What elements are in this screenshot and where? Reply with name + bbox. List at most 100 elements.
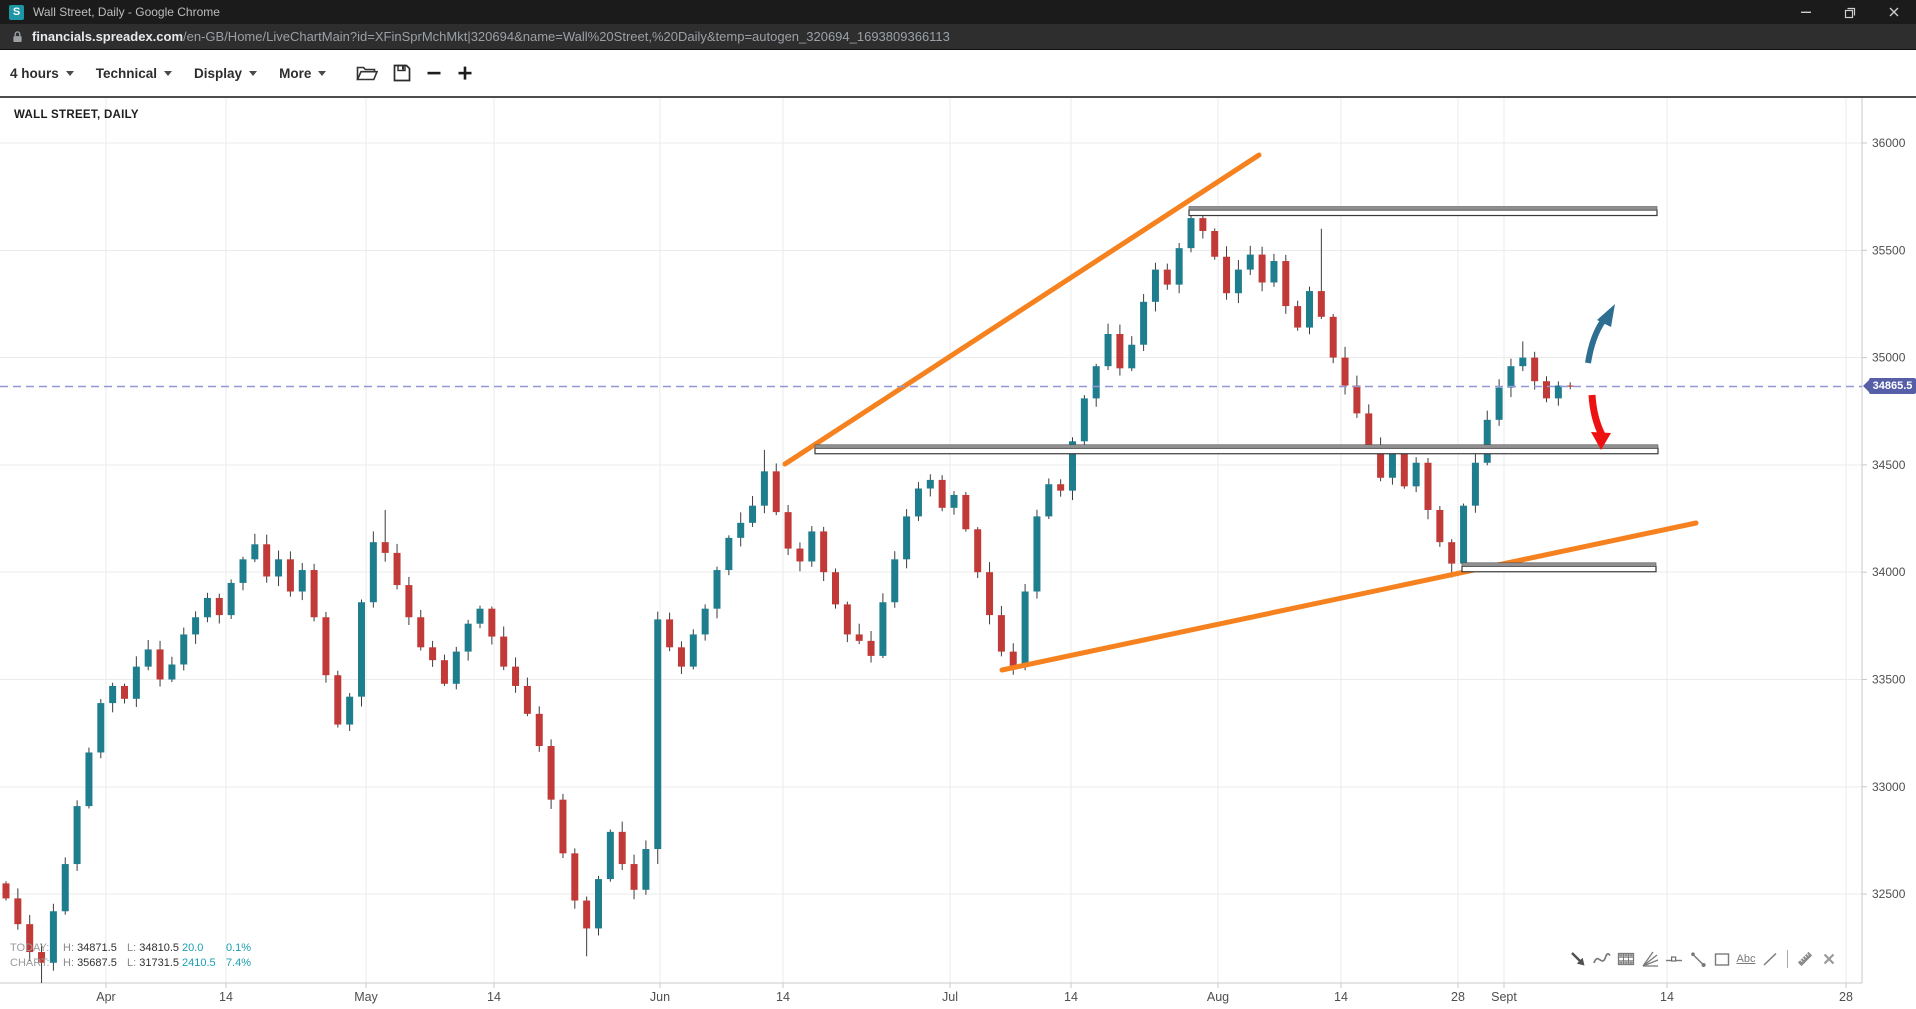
restore-button[interactable] [1828,0,1872,24]
candle-body [1234,269,1242,294]
candle-body [1187,218,1195,249]
down-arrow-icon [1588,394,1606,437]
minimize-button[interactable] [1784,0,1828,24]
url-bar[interactable]: financials.spreadex.com/en-GB/Home/LiveC… [0,24,1916,50]
zoom-in-button[interactable] [457,65,473,81]
svg-text:14: 14 [776,990,790,1004]
svg-text:14: 14 [1334,990,1348,1004]
candle-body [1329,316,1337,358]
horizontal-line-tool-button[interactable] [1664,947,1684,971]
drawing-toolbar: Abc [1568,947,1839,971]
candle-body [974,529,982,573]
chart-status-legend: TODAY: H: 34871.5 L: 34810.5 20.0 0.1% C… [10,941,251,971]
candle-body [298,570,306,592]
candle-body [464,623,472,652]
candle-body [405,585,413,618]
svg-text:35000: 35000 [1872,351,1906,365]
horizontal-line-icon [1666,956,1682,962]
candle-body [85,752,93,807]
trend-lines[interactable] [782,152,1699,673]
high-key: H: [63,957,74,969]
candle-body [606,831,614,880]
close-window-button[interactable] [1872,0,1916,24]
candle-body [547,746,555,800]
svg-text:28: 28 [1451,990,1465,1004]
trend-line-tool-button[interactable] [1688,947,1708,971]
candle-body [1057,484,1065,491]
candle-body [1092,366,1100,399]
candle-body [1045,484,1053,517]
candle-body [1270,261,1278,283]
url-path: /en-GB/Home/LiveChartMain?id=XFinSprMchM… [183,29,950,44]
cursor-tool-button[interactable] [1568,947,1588,971]
svg-text:14: 14 [1660,990,1674,1004]
candle-body [429,647,437,661]
candle-body [452,651,460,684]
candle-body [168,664,176,680]
candle-body [192,617,200,635]
candle-body [1353,385,1361,414]
text-tool-button[interactable]: Abc [1736,947,1756,971]
candle-body [488,608,496,637]
line-tool-button[interactable] [1760,947,1780,971]
candle-body [535,713,543,747]
candle-body [1471,462,1479,506]
rectangle-tool-button[interactable] [1712,947,1732,971]
candle-body [358,602,365,697]
grid-tool-button[interactable] [1616,947,1636,971]
svg-text:Apr: Apr [96,990,115,1004]
percent-value: 7.4% [226,957,252,969]
candle-body [654,619,662,850]
curve-tool-button[interactable] [1592,947,1612,971]
candle-body [1163,269,1171,285]
more-dropdown[interactable]: More [279,66,327,81]
zoom-out-button[interactable] [426,65,442,81]
candle-body [156,649,164,680]
candle-body [749,505,757,523]
candle-body [1246,254,1254,270]
svg-text:Jul: Jul [942,990,958,1004]
display-dropdown[interactable]: Display [194,66,258,81]
svg-text:33000: 33000 [1872,780,1906,794]
delete-drawing-button[interactable] [1819,947,1839,971]
candle-body [796,548,804,562]
fan-lines-tool-button[interactable] [1640,947,1660,971]
ruler-tool-button[interactable] [1795,947,1815,971]
candle-body [677,647,685,667]
up-arrow-icon [1585,319,1606,364]
candle-body [476,608,484,624]
ruler-icon [1797,951,1813,967]
svg-text:Jun: Jun [650,990,670,1004]
candle-body [1554,385,1562,399]
candle-body [1021,591,1029,667]
candle-body [334,675,342,725]
status-row-chart: CHART: H: 35687.5 L: 31731.5 2410.5 7.4% [10,956,251,971]
svg-text:May: May [354,990,378,1004]
open-chart-button[interactable] [356,64,379,82]
candle-body [523,685,531,714]
restore-icon [1844,7,1856,19]
low-value: 31731.5 [139,957,180,969]
candle-body [203,597,211,618]
candle-body [950,494,958,508]
svg-text:14: 14 [1064,990,1078,1004]
save-chart-button[interactable] [393,64,411,82]
candle-body [559,799,567,854]
timeframe-dropdown[interactable]: 4 hours [10,66,74,81]
window-controls [1784,0,1916,24]
site-favicon: S [9,4,24,20]
candle-body [381,542,389,553]
chart-top-border [0,96,1916,98]
candle-body [417,617,425,648]
range-value: 20.0 [182,942,204,954]
annotation-arrows[interactable] [1585,304,1615,450]
toolbar-divider [1787,950,1788,968]
cursor-arrow-icon [1571,952,1585,966]
candle-body [1341,357,1349,386]
candle-body [1080,398,1088,442]
price-levels[interactable] [814,206,1659,573]
candle-body [121,685,128,699]
candle-body [1412,462,1420,487]
technical-dropdown[interactable]: Technical [96,66,173,81]
